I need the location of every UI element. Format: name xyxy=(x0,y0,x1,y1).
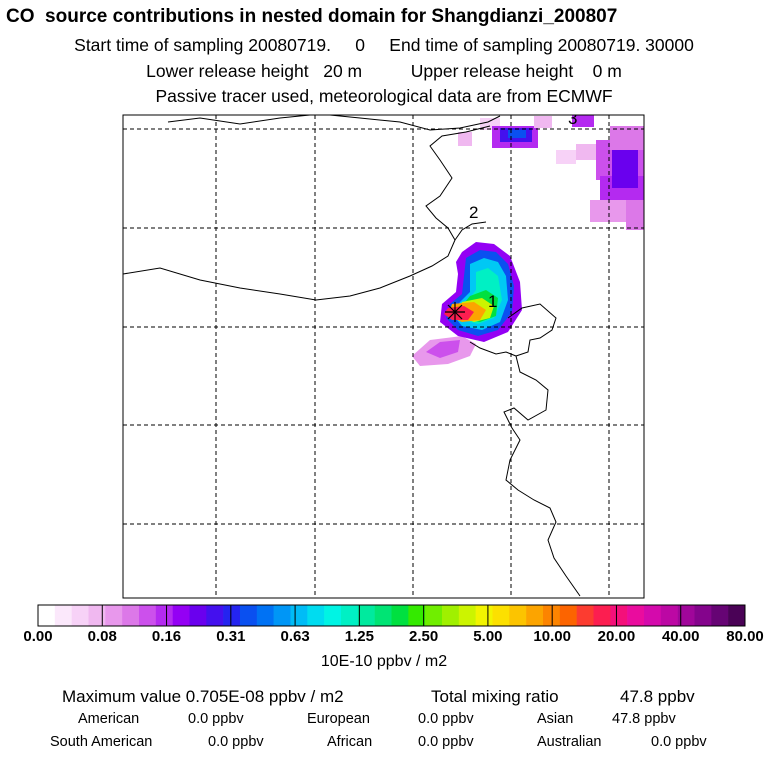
sampling-time-line: Start time of sampling 20080719. 0 End t… xyxy=(74,35,694,55)
colorbar-tick-label: 80.00 xyxy=(726,628,764,645)
colorbar-cell xyxy=(122,605,140,626)
plot-title: CO source contributions in nested domain… xyxy=(6,6,618,27)
colorbar-cell xyxy=(38,605,56,626)
colorbar-cell xyxy=(357,605,375,626)
region-name-asian: Asian xyxy=(537,711,574,727)
colorbar-cell xyxy=(155,605,173,626)
colorbar-cell xyxy=(526,605,544,626)
plume-north xyxy=(458,115,644,230)
colorbar-cell xyxy=(54,605,72,626)
colorbar-tick-label: 2.50 xyxy=(409,628,439,645)
colorbar-cell xyxy=(694,605,712,626)
region-name-european: European xyxy=(307,711,370,727)
plume-source xyxy=(412,242,522,366)
colorbar-cell xyxy=(391,605,409,626)
colorbar-cell xyxy=(711,605,729,626)
colorbar-cell xyxy=(172,605,190,626)
colorbar-cell xyxy=(341,605,359,626)
colorbar-cell xyxy=(442,605,460,626)
colorbar-cell xyxy=(206,605,224,626)
colorbar-tick-label: 1.25 xyxy=(344,628,374,645)
region-value-south-american: 0.0 ppbv xyxy=(208,734,264,750)
colorbar-cell xyxy=(475,605,493,626)
colorbar-cell xyxy=(256,605,274,626)
colorbar-cell xyxy=(543,605,561,626)
receptor-marker-icon xyxy=(445,302,465,322)
lat-lon-grid xyxy=(123,115,644,598)
colorbar-tick-label: 0.00 xyxy=(23,628,53,645)
region-value-european: 0.0 ppbv xyxy=(418,711,474,727)
region-name-australian: Australian xyxy=(537,734,602,750)
region-value-african: 0.0 ppbv xyxy=(418,734,474,750)
contour-label-3: 3 xyxy=(568,109,577,128)
colorbar-tick-label: 0.08 xyxy=(87,628,117,645)
max-value-label: Maximum value 0.705E-08 ppbv / m2 xyxy=(62,687,344,706)
colorbar-tick-label: 0.31 xyxy=(216,628,246,645)
colorbar-cell xyxy=(458,605,476,626)
colorbar-cell xyxy=(408,605,426,626)
colorbar-cell xyxy=(593,605,611,626)
total-mixing-label: Total mixing ratio xyxy=(431,687,559,706)
colorbar-cell xyxy=(189,605,207,626)
colorbar-cell xyxy=(425,605,443,626)
region-name-south-american: South American xyxy=(50,734,153,750)
colorbar-cell xyxy=(240,605,258,626)
colorbar-tick-label: 0.16 xyxy=(151,628,182,645)
colorbar-tick-label: 5.00 xyxy=(473,628,503,645)
region-name-american: American xyxy=(78,711,140,727)
colorbar-cell xyxy=(374,605,392,626)
colorbar-cell xyxy=(576,605,594,626)
colorbar-tick-label: 0.63 xyxy=(280,628,310,645)
region-name-african: African xyxy=(327,734,373,750)
colorbar-cell xyxy=(677,605,695,626)
colorbar-cell xyxy=(559,605,577,626)
colorbar-cell xyxy=(728,605,746,626)
contour-label-1: 1 xyxy=(488,292,497,311)
colorbar-unit: 10E-10 ppbv / m2 xyxy=(320,653,448,670)
colorbar-cell xyxy=(492,605,510,626)
colorbar-cell xyxy=(105,605,123,626)
colorbar-cell xyxy=(627,605,645,626)
release-height-line: Lower release height 20 m Upper release … xyxy=(146,61,622,81)
colorbar-cell xyxy=(139,605,157,626)
colorbar-cell xyxy=(610,605,628,626)
colorbar-cell xyxy=(509,605,527,626)
colorbar-cell xyxy=(660,605,678,626)
coastlines xyxy=(123,115,581,597)
colorbar-tick-label: 40.00 xyxy=(661,628,700,645)
map-frame xyxy=(122,114,645,599)
colorbar-cell xyxy=(644,605,662,626)
region-value-asian: 47.8 ppbv xyxy=(612,711,676,727)
tracer-info-line: Passive tracer used, meteorological data… xyxy=(155,86,613,106)
colorbar-cell xyxy=(307,605,325,626)
colorbar-tick-label: 20.00 xyxy=(597,628,636,645)
region-value-american: 0.0 ppbv xyxy=(188,711,244,727)
contour-label-2: 2 xyxy=(469,203,478,222)
colorbar-cell xyxy=(290,605,308,626)
colorbar-cell xyxy=(223,605,241,626)
colorbar-cell xyxy=(88,605,106,626)
total-mixing-value: 47.8 ppbv xyxy=(620,687,695,706)
colorbar-tick-label: 10.00 xyxy=(533,628,571,645)
colorbar-cell xyxy=(71,605,89,626)
colorbar-cell xyxy=(324,605,342,626)
region-value-australian: 0.0 ppbv xyxy=(651,734,707,750)
colorbar-cell xyxy=(273,605,291,626)
